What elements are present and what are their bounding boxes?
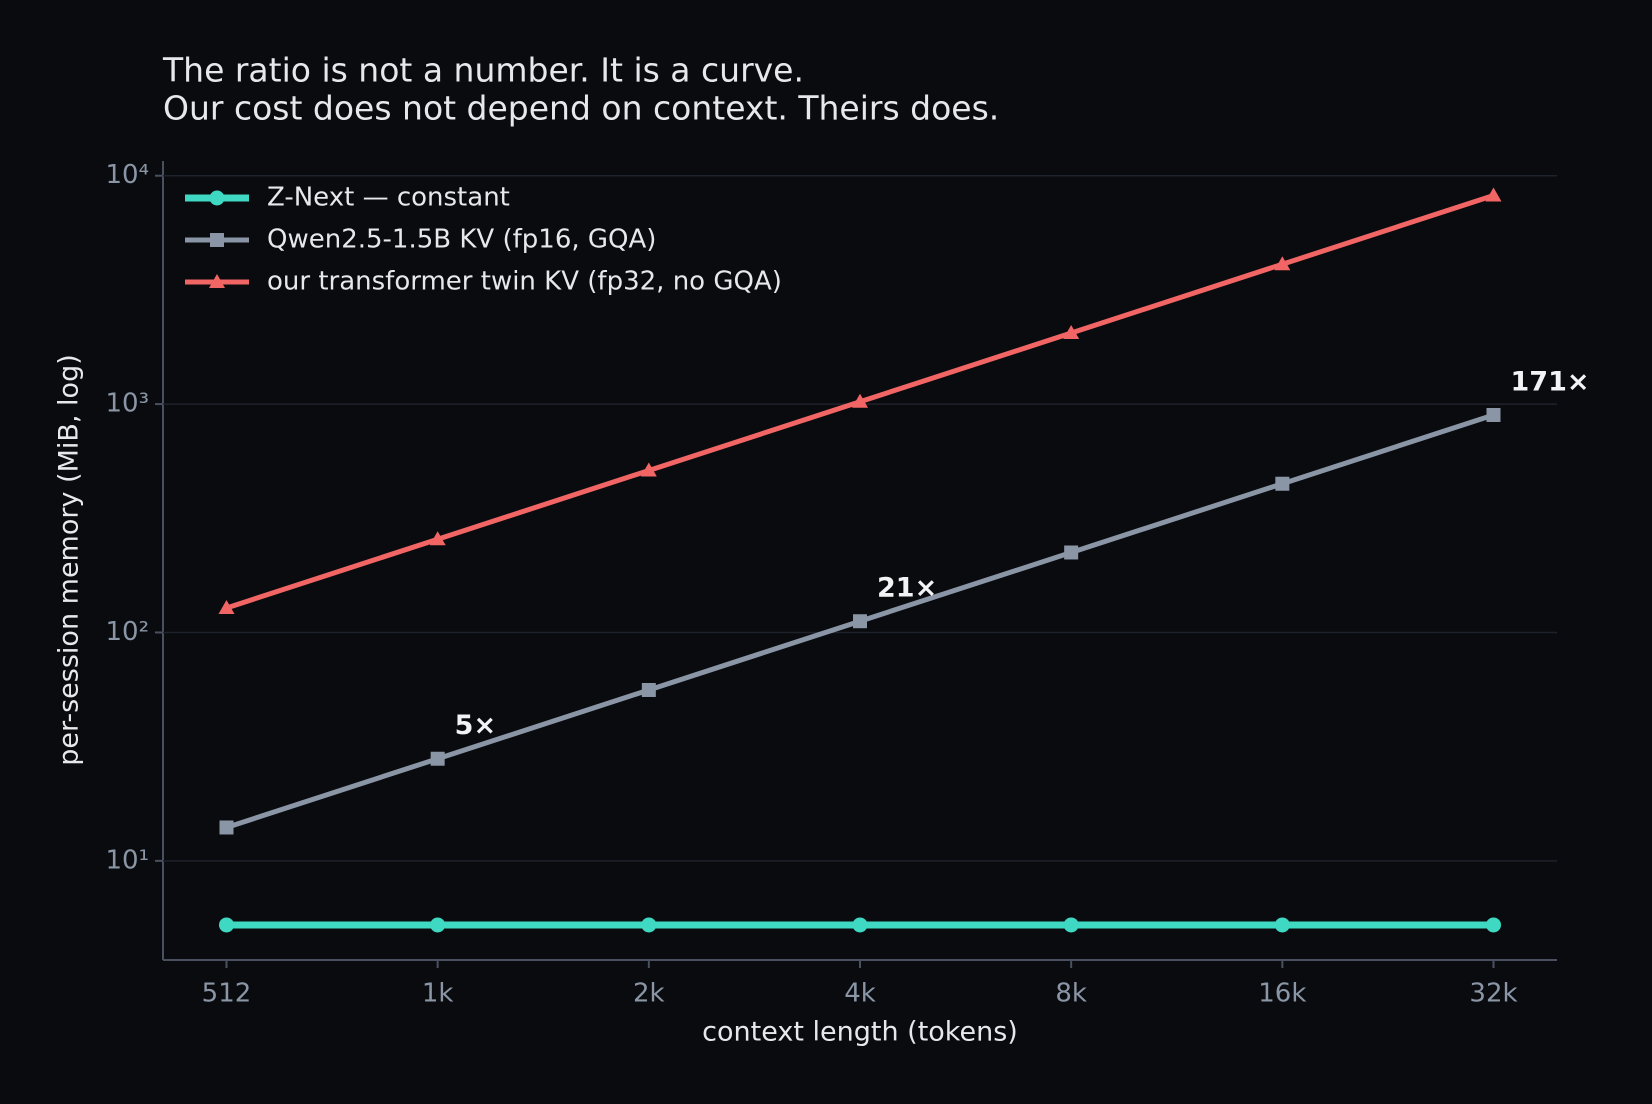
legend-label: Z-Next — constant (267, 183, 510, 213)
data-point (1063, 917, 1079, 933)
x-axis-label: context length (tokens) (702, 1017, 1018, 1048)
data-point (219, 820, 234, 835)
data-point (218, 599, 235, 614)
legend-marker (210, 233, 224, 247)
data-point (853, 614, 867, 629)
data-point (219, 917, 234, 933)
x-tick-label: 512 (202, 979, 252, 1009)
y-tick-label: 10² (105, 617, 149, 647)
data-point (430, 751, 445, 766)
annotation: 5× (455, 710, 496, 741)
y-tick-label: 10¹ (105, 845, 149, 875)
chart-title: Our cost does not depend on context. The… (163, 89, 999, 128)
legend-marker (209, 190, 225, 206)
data-point (1064, 545, 1079, 560)
x-tick-label: 16k (1258, 979, 1306, 1009)
annotation: 171× (1511, 366, 1590, 397)
data-point (852, 917, 868, 933)
data-point (1485, 187, 1502, 202)
data-point (641, 917, 657, 933)
data-point (1063, 324, 1080, 339)
legend-marker (209, 274, 225, 288)
annotation: 21× (877, 573, 937, 604)
data-point (640, 462, 657, 477)
data-point (1486, 917, 1501, 933)
x-tick-label: 2k (633, 979, 665, 1009)
y-tick-label: 10³ (105, 389, 149, 419)
legend-label: Qwen2.5-1.5B KV (fp16, GQA) (267, 225, 656, 255)
data-point (1486, 407, 1501, 422)
data-point (852, 393, 868, 408)
legend-label: our transformer twin KV (fp32, no GQA) (267, 267, 782, 297)
data-point (430, 917, 446, 933)
x-tick-label: 8k (1055, 979, 1087, 1009)
y-axis-label: per-session memory (MiB, log) (54, 354, 85, 766)
x-tick-label: 4k (844, 979, 876, 1009)
y-tick-label: 10⁴ (105, 160, 149, 190)
data-point (429, 531, 446, 546)
x-tick-label: 32k (1469, 979, 1517, 1009)
data-point (641, 682, 656, 697)
data-point (1274, 256, 1291, 271)
data-point (1274, 917, 1290, 933)
x-tick-label: 1k (422, 979, 454, 1009)
data-point (1275, 476, 1290, 491)
chart-title: The ratio is not a number. It is a curve… (162, 51, 804, 90)
